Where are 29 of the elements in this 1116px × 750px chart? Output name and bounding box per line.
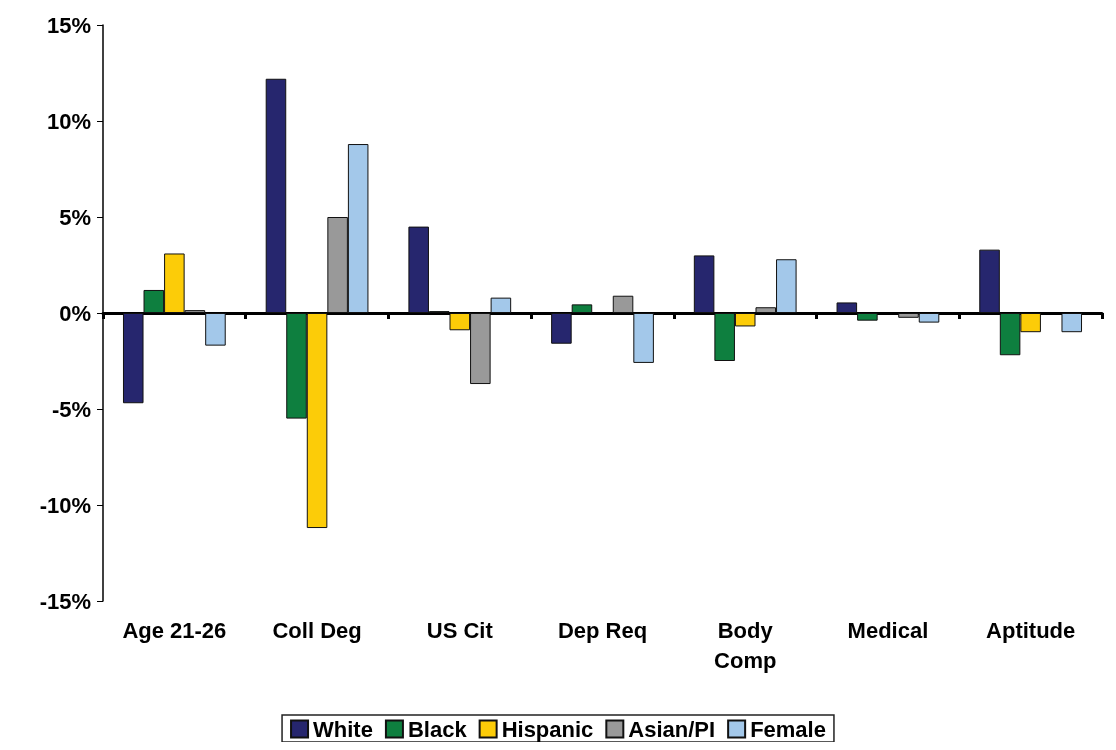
bar (633, 313, 654, 363)
y-tick-label: 15% (46, 12, 91, 38)
bar (836, 302, 858, 313)
legend-label: Female (750, 716, 826, 742)
legend-label: Asian/PI (628, 716, 716, 742)
y-tick-label: -15% (39, 588, 91, 614)
bar (551, 313, 572, 344)
x-tick-label: Body Comp (714, 617, 777, 673)
legend-label: Black (407, 716, 468, 742)
y-tick-label: 0% (59, 300, 91, 326)
x-tick-label: US Cit (426, 617, 494, 643)
x-tick-label: Medical (847, 617, 929, 643)
bar (612, 295, 634, 313)
y-tick-label: 10% (46, 108, 91, 134)
y-tick-label: -10% (39, 492, 91, 518)
x-tick-label: Age 21-26 (122, 617, 227, 643)
bar (979, 249, 1000, 313)
bar (1061, 313, 1083, 333)
y-tick-label: -5% (51, 396, 91, 422)
x-tick-label: Aptitude (986, 617, 1076, 643)
y-tick-label: 5% (59, 204, 91, 230)
legend-label: Hispanic (501, 716, 594, 742)
bar (205, 313, 226, 346)
bar (857, 313, 878, 321)
x-tick-label: Coll Deg (272, 617, 362, 643)
legend-label: White (313, 716, 373, 742)
bar (265, 78, 287, 313)
x-tick-label: Dep Req (557, 617, 648, 643)
bar (571, 304, 593, 313)
